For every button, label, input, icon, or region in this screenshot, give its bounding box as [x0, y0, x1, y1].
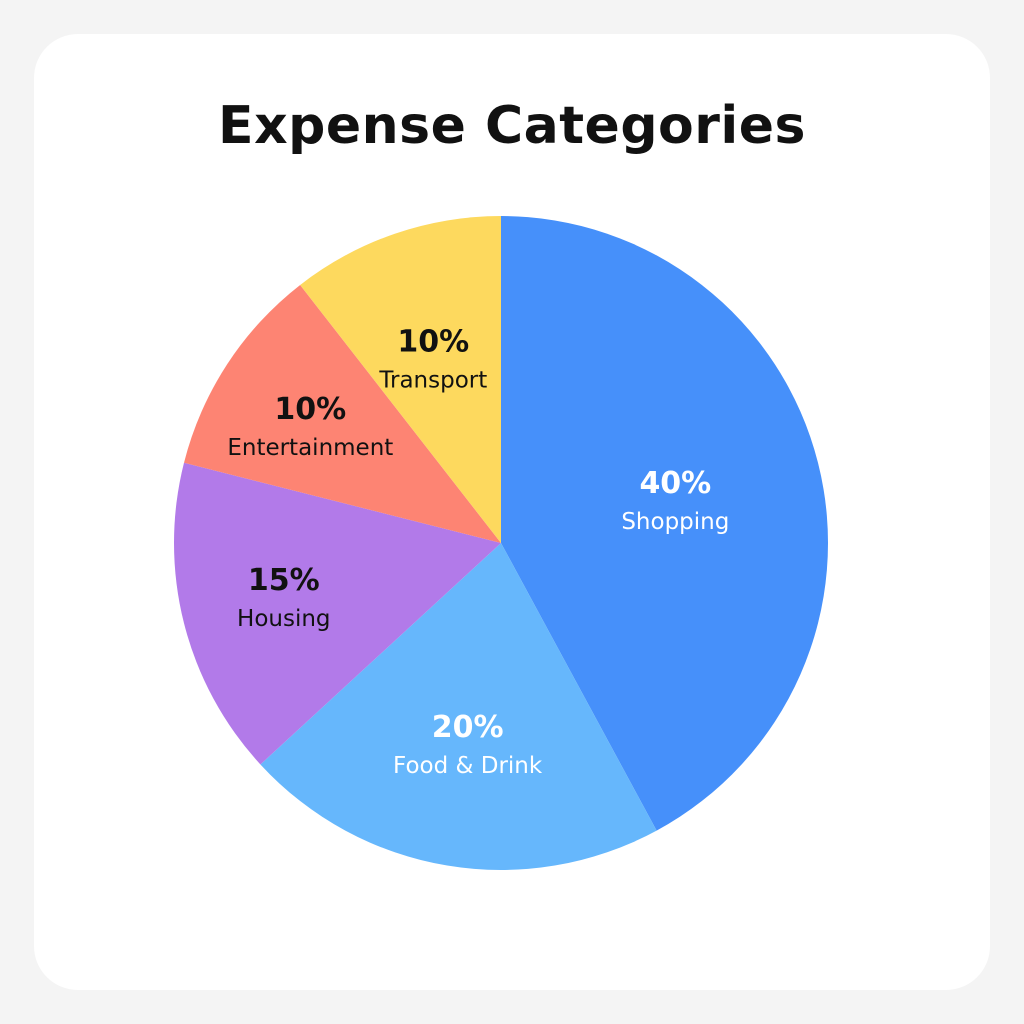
pie-slices	[173, 216, 829, 870]
slice-category-label: Transport	[378, 367, 487, 393]
pie-labels: 40% Shopping 20% Food & Drink 15% Housing 10% E…	[227, 324, 729, 779]
pie-slice-entertainment	[184, 284, 502, 543]
slice-category-label: Housing	[237, 606, 331, 632]
pie-slice-housing	[173, 462, 501, 765]
slice-percent-label: 10%	[397, 324, 469, 359]
pie-slice-transport	[300, 216, 501, 543]
pie-slice-food-drink	[260, 543, 657, 870]
pie-slice-shopping	[501, 216, 829, 831]
slice-percent-label: 15%	[248, 563, 320, 598]
slice-category-label: Food & Drink	[393, 753, 543, 779]
slice-percent-label: 10%	[274, 392, 346, 427]
slice-percent-label: 40%	[639, 466, 711, 501]
slice-percent-label: 20%	[432, 710, 504, 745]
chart-title: Expense Categories	[218, 96, 806, 156]
slice-category-label: Shopping	[621, 509, 729, 535]
slice-category-label: Entertainment	[227, 435, 393, 461]
